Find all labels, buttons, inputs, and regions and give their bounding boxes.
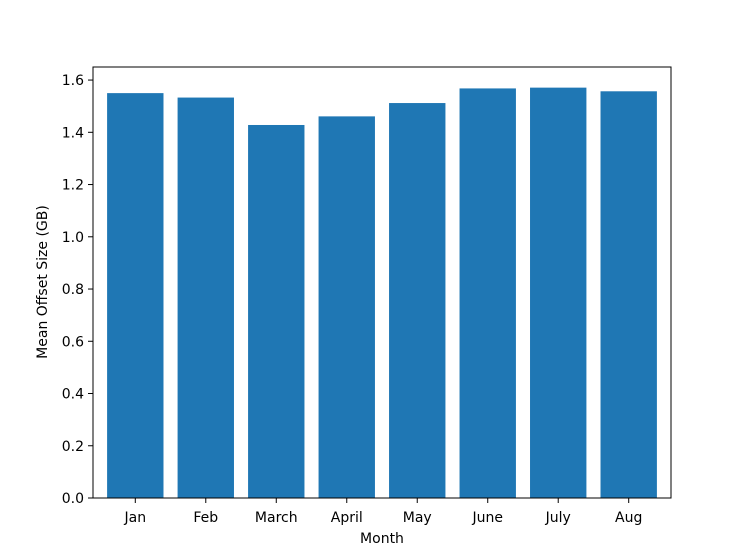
- plot-frame: [92, 66, 672, 499]
- y-axis-label: Mean Offset Size (GB): [35, 205, 51, 359]
- y-axis-ticks: 0.0 0.2 0.4 0.6 0.8 1.0 1.2 1.4 1.6: [62, 73, 93, 507]
- bar-feb: [177, 97, 234, 498]
- bar-jan: [107, 93, 164, 498]
- x-tick-label-march: March: [255, 510, 298, 526]
- y-tick-label: 0.6: [62, 334, 84, 350]
- bars-group: [107, 87, 657, 499]
- x-tick-label-aug: Aug: [615, 510, 642, 526]
- x-axis-ticks: Jan Feb March April May June July Aug: [123, 498, 642, 526]
- bar-april: [318, 116, 375, 499]
- x-tick-label-jan: Jan: [123, 510, 146, 526]
- y-tick-label: 1.0: [62, 230, 84, 246]
- x-tick-label-may: May: [403, 510, 432, 526]
- bar-aug: [600, 91, 657, 498]
- bar-july: [530, 87, 587, 499]
- y-tick-label: 1.2: [62, 178, 84, 194]
- x-tick-label-june: June: [471, 510, 503, 526]
- y-tick-label: 1.4: [62, 125, 84, 141]
- y-tick-label: 0.4: [62, 387, 84, 403]
- x-tick-label-feb: Feb: [193, 510, 218, 526]
- bar-march: [248, 124, 305, 499]
- x-axis-label: Month: [360, 531, 404, 547]
- x-tick-label-april: April: [331, 510, 363, 526]
- y-tick-label: 0.0: [62, 491, 84, 507]
- bar-june: [459, 88, 516, 498]
- x-tick-label-july: July: [545, 510, 571, 526]
- bar-may: [389, 103, 446, 498]
- y-tick-label: 0.8: [62, 282, 84, 298]
- y-tick-label: 1.6: [62, 73, 84, 89]
- y-tick-label: 0.2: [62, 439, 84, 455]
